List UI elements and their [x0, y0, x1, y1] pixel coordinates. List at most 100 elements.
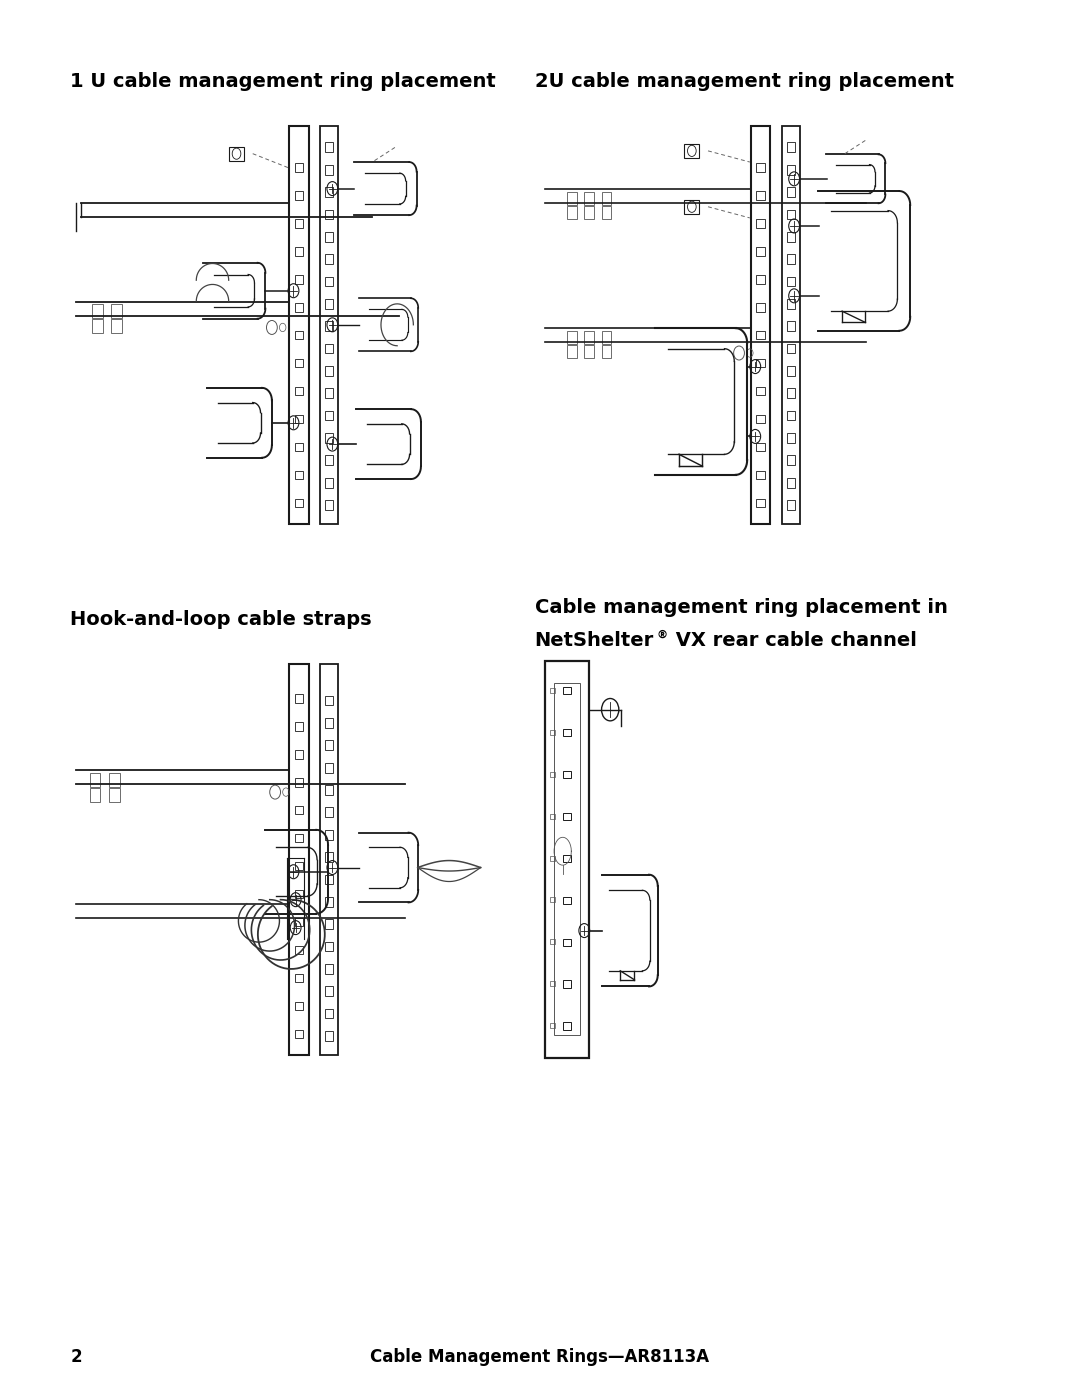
Bar — [325, 875, 333, 884]
Bar — [563, 855, 571, 862]
Bar — [325, 344, 333, 353]
Bar — [567, 207, 577, 219]
Bar — [295, 247, 303, 256]
Bar — [325, 1009, 333, 1018]
Bar — [295, 946, 303, 954]
Bar — [756, 471, 765, 479]
Bar — [325, 321, 333, 331]
Bar — [321, 126, 338, 524]
Bar — [787, 232, 795, 242]
Bar — [685, 200, 700, 214]
Bar — [584, 207, 594, 219]
Bar — [295, 918, 303, 926]
Bar — [787, 411, 795, 420]
Bar — [111, 319, 122, 332]
Bar — [325, 411, 333, 420]
Bar — [325, 785, 333, 795]
Bar — [109, 773, 120, 787]
Bar — [787, 500, 795, 510]
Bar — [567, 193, 577, 205]
Bar — [92, 319, 103, 332]
Bar — [295, 722, 303, 731]
Bar — [295, 219, 303, 228]
Bar — [563, 1023, 571, 1030]
Bar — [325, 763, 333, 773]
Text: Hook-and-loop cable straps: Hook-and-loop cable straps — [70, 609, 372, 629]
Bar — [584, 193, 594, 205]
Bar — [295, 806, 303, 814]
Bar — [325, 187, 333, 197]
Bar — [550, 1023, 555, 1028]
Bar — [229, 147, 244, 161]
Bar — [787, 277, 795, 286]
Bar — [92, 303, 103, 317]
Text: NetShelter: NetShelter — [535, 630, 653, 650]
Bar — [90, 788, 100, 802]
Bar — [756, 247, 765, 256]
Bar — [325, 696, 333, 705]
Bar — [563, 729, 571, 736]
Bar — [295, 974, 303, 982]
Text: 1 U cable management ring placement: 1 U cable management ring placement — [70, 71, 496, 91]
Bar — [787, 455, 795, 465]
Bar — [545, 661, 589, 1058]
Bar — [756, 303, 765, 312]
Text: VX rear cable channel: VX rear cable channel — [669, 630, 917, 650]
Bar — [295, 1002, 303, 1010]
Bar — [295, 303, 303, 312]
Bar — [295, 750, 303, 759]
Text: 2U cable management ring placement: 2U cable management ring placement — [535, 71, 954, 91]
Bar — [295, 163, 303, 172]
Bar — [325, 986, 333, 996]
Bar — [550, 813, 555, 819]
Bar — [109, 788, 120, 802]
Bar — [325, 500, 333, 510]
Bar — [325, 142, 333, 152]
Bar — [685, 144, 700, 158]
Bar — [550, 729, 555, 735]
Bar — [787, 344, 795, 353]
Bar — [787, 388, 795, 398]
Bar — [325, 165, 333, 175]
Bar — [295, 415, 303, 423]
Bar — [325, 299, 333, 309]
Bar — [787, 321, 795, 331]
Bar — [325, 1031, 333, 1041]
Bar — [295, 778, 303, 787]
Bar — [563, 981, 571, 988]
Bar — [563, 813, 571, 820]
Bar — [787, 433, 795, 443]
Bar — [325, 740, 333, 750]
Bar — [756, 163, 765, 172]
Bar — [321, 664, 338, 1055]
Bar — [756, 443, 765, 451]
Bar — [295, 1030, 303, 1038]
Bar — [756, 415, 765, 423]
Bar — [325, 919, 333, 929]
Bar — [787, 142, 795, 152]
Bar — [550, 687, 555, 693]
Bar — [550, 981, 555, 986]
Bar — [787, 299, 795, 309]
Bar — [111, 303, 122, 317]
Bar — [550, 771, 555, 777]
Bar — [325, 478, 333, 488]
Bar — [295, 359, 303, 367]
Bar — [782, 126, 799, 524]
Bar — [787, 165, 795, 175]
Bar — [756, 331, 765, 339]
Bar — [787, 210, 795, 219]
Bar — [325, 718, 333, 728]
Bar — [787, 254, 795, 264]
Bar — [756, 387, 765, 395]
Bar — [325, 830, 333, 840]
Bar — [756, 191, 765, 200]
Bar — [567, 345, 577, 358]
Bar — [289, 664, 309, 1055]
Bar — [563, 687, 571, 694]
Bar — [295, 471, 303, 479]
Bar — [295, 387, 303, 395]
Bar — [90, 773, 100, 787]
Text: 2: 2 — [70, 1348, 82, 1366]
Bar — [295, 834, 303, 842]
